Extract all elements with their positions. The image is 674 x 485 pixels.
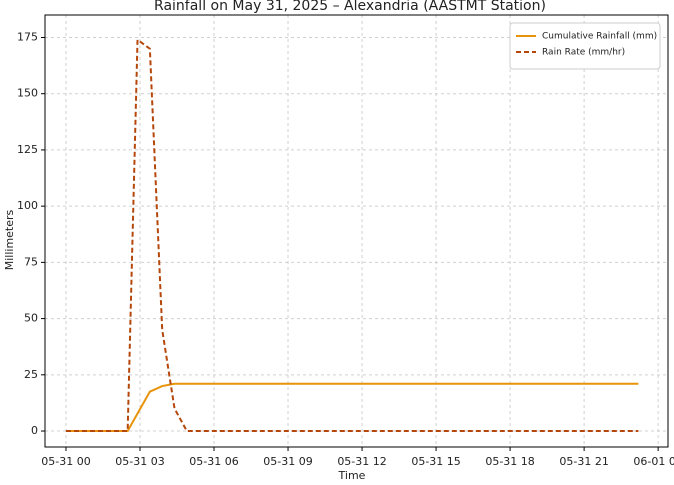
y-axis-label: Millimeters [3,209,16,270]
y-tick-label: 175 [17,30,38,43]
chart-title: Rainfall on May 31, 2025 – Alexandria (A… [154,0,546,14]
y-tick-label: 50 [24,312,38,325]
x-tick-label: 05-31 00 [41,455,90,468]
x-tick-label: 05-31 09 [263,455,312,468]
x-tick-label: 06-01 00 [633,455,674,468]
y-tick-label: 0 [31,424,38,437]
data-line [65,382,639,433]
legend-label: Rain Rate (mm/hr) [542,48,625,58]
y-tick-label: 100 [17,199,38,212]
y-tick-label: 25 [24,368,38,381]
x-axis-label: Time [338,469,366,482]
data-line [65,37,639,433]
y-tick-label: 150 [17,87,38,100]
legend-box [509,22,661,70]
plot-frame [44,14,669,448]
x-tick-label: 05-31 18 [485,455,534,468]
x-tick-label: 05-31 15 [411,455,460,468]
y-tick-label: 125 [17,143,38,156]
x-tick-label: 05-31 03 [115,455,164,468]
x-tick-label: 05-31 06 [189,455,238,468]
y-tick-label: 75 [24,255,38,268]
x-tick-label: 05-31 12 [337,455,386,468]
legend-label: Cumulative Rainfall (mm) [542,32,657,42]
x-tick-label: 05-31 21 [559,455,608,468]
